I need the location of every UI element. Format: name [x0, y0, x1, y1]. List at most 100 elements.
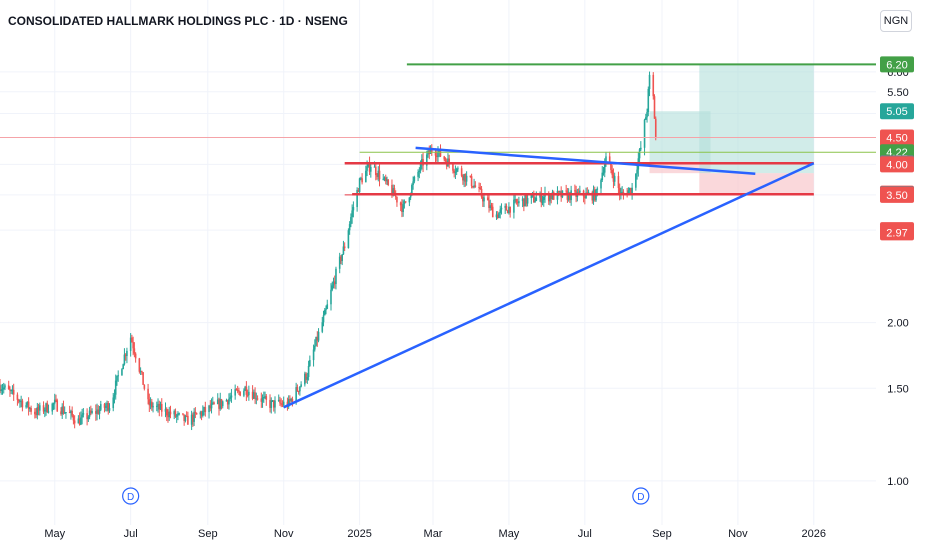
- position-zones: [649, 64, 814, 195]
- candle-body: [377, 170, 380, 177]
- time-axis[interactable]: May Jul Sep Nov 2025 Mar May Jul Sep Nov 2026: [44, 528, 826, 540]
- candle-body: [611, 169, 614, 175]
- candle-body: [216, 399, 219, 404]
- trendline[interactable]: [283, 162, 815, 409]
- candle-body: [289, 399, 291, 401]
- candle-body: [584, 196, 586, 199]
- candle-body: [297, 391, 300, 393]
- candle-body: [496, 214, 499, 218]
- trendline[interactable]: [415, 146, 756, 175]
- candle-body: [52, 403, 55, 405]
- candle-body: [138, 358, 141, 372]
- candle-body: [248, 391, 250, 396]
- candle-body: [382, 178, 385, 180]
- candle-body: [122, 364, 124, 370]
- candle-body: [514, 199, 516, 201]
- candle-body: [29, 408, 31, 410]
- candle-body: [392, 188, 395, 196]
- candle-body: [226, 400, 229, 405]
- candle-body: [499, 209, 502, 213]
- candle-body: [274, 400, 276, 408]
- candle-body: [480, 188, 483, 197]
- dividend-marker-circle: [122, 487, 140, 505]
- candle-body: [417, 172, 419, 177]
- candle-body: [518, 201, 520, 204]
- candle-body: [39, 405, 41, 411]
- candle-body: [142, 372, 144, 385]
- candle-body: [221, 401, 224, 407]
- candle-body: [525, 195, 528, 204]
- candle-body: [454, 172, 457, 174]
- candle-body: [366, 166, 368, 171]
- candle-body: [635, 173, 637, 188]
- x-tick-label: 2026: [802, 528, 826, 540]
- x-tick-label: Nov: [274, 528, 294, 540]
- candle-body: [246, 394, 249, 396]
- candle-body: [30, 408, 32, 412]
- candle-body: [27, 401, 30, 410]
- dividend-marker-icon[interactable]: D: [122, 487, 140, 505]
- candle-body: [63, 412, 66, 414]
- candle-body: [210, 403, 213, 409]
- candle-body: [542, 196, 545, 200]
- candle-body: [157, 403, 159, 406]
- candle-body: [498, 212, 500, 218]
- candle-body: [7, 385, 10, 390]
- trendlines[interactable]: [283, 146, 815, 409]
- candle-body: [251, 391, 254, 399]
- dividend-marker-icon[interactable]: D: [632, 487, 650, 505]
- candle-body: [169, 411, 172, 415]
- candle-body: [462, 175, 464, 181]
- candle-body: [591, 192, 594, 201]
- candle-body: [132, 342, 134, 349]
- candle-body: [262, 397, 265, 399]
- candle-body: [96, 409, 98, 414]
- dividend-marker-circle: [632, 487, 650, 505]
- candle-body: [37, 407, 40, 411]
- candle-body: [383, 177, 386, 179]
- candle-body: [387, 179, 390, 185]
- candle-body: [46, 403, 49, 412]
- candle-body: [401, 205, 403, 212]
- candle-body: [646, 112, 648, 118]
- price-label-box: [880, 186, 914, 203]
- candle-body: [90, 410, 92, 413]
- candle-body: [613, 176, 616, 182]
- x-tick-label: 2025: [347, 528, 371, 540]
- candle-body: [608, 156, 611, 163]
- currency-badge[interactable]: NGN: [880, 10, 912, 32]
- candle-body: [342, 246, 345, 255]
- candle-body: [306, 377, 309, 380]
- candle-body: [541, 199, 544, 203]
- candle-body: [148, 399, 151, 406]
- candle-body: [187, 415, 189, 425]
- candle-body: [87, 416, 90, 420]
- candle-body: [426, 154, 428, 166]
- candle-body: [636, 169, 638, 174]
- candle-body: [565, 190, 567, 192]
- candle-body: [107, 403, 110, 411]
- candle-body: [305, 373, 307, 380]
- candle-body: [534, 201, 536, 203]
- x-tick-label: Jul: [578, 528, 592, 540]
- candle-body: [472, 186, 474, 188]
- candle-body: [265, 396, 268, 400]
- candle-body: [596, 188, 599, 190]
- candle-body: [453, 170, 455, 173]
- candle-body: [508, 206, 510, 214]
- candle-body: [124, 354, 127, 357]
- candle-body: [112, 397, 115, 409]
- candle-body: [365, 170, 367, 183]
- horizontal-levels[interactable]: [0, 63, 876, 196]
- candle-body: [524, 195, 526, 207]
- candle-body: [640, 147, 642, 150]
- candle-body: [104, 406, 107, 408]
- candle-body: [133, 348, 136, 354]
- candle-body: [228, 398, 230, 405]
- candle-body: [131, 337, 133, 343]
- candle-body: [53, 399, 56, 404]
- candle-body: [551, 192, 554, 200]
- candle-body: [404, 201, 407, 203]
